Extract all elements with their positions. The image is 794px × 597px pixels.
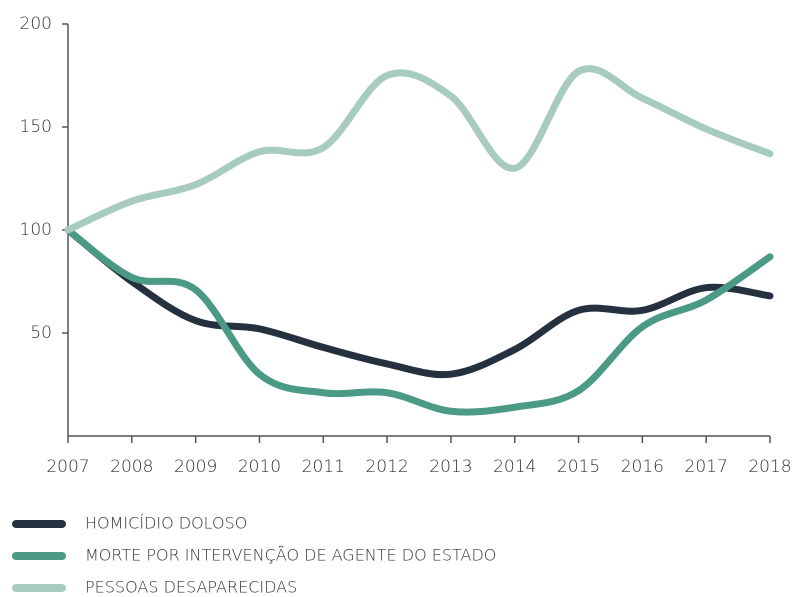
x-tick-label: 2009 (174, 457, 217, 477)
x-tick-label: 2010 (238, 457, 281, 477)
x-tick-label: 2013 (429, 457, 472, 477)
x-tick-label: 2007 (46, 457, 89, 477)
y-tick-label: 200 (20, 14, 52, 34)
x-tick-label: 2008 (110, 457, 153, 477)
x-tick-label: 2018 (748, 457, 791, 477)
series-line (64, 65, 774, 234)
x-tick-label: 2014 (493, 457, 536, 477)
x-tick-label: 2016 (621, 457, 664, 477)
x-tick-label: 2015 (557, 457, 600, 477)
series-line (64, 226, 774, 379)
series-line (64, 226, 774, 416)
legend-label: PESSOAS DESAPARECIDAS (85, 578, 297, 597)
x-tick-label: 2011 (302, 457, 345, 477)
legend-label: HOMICÍDIO DOLOSO (85, 514, 247, 533)
x-tick-label: 2017 (685, 457, 728, 477)
y-tick-label: 150 (20, 117, 52, 137)
y-tick-label: 100 (20, 220, 52, 240)
y-tick-label: 50 (30, 323, 52, 343)
x-tick-label: 2012 (365, 457, 408, 477)
legend-label: MORTE POR INTERVENÇÃO DE AGENTE DO ESTAD… (85, 546, 496, 565)
